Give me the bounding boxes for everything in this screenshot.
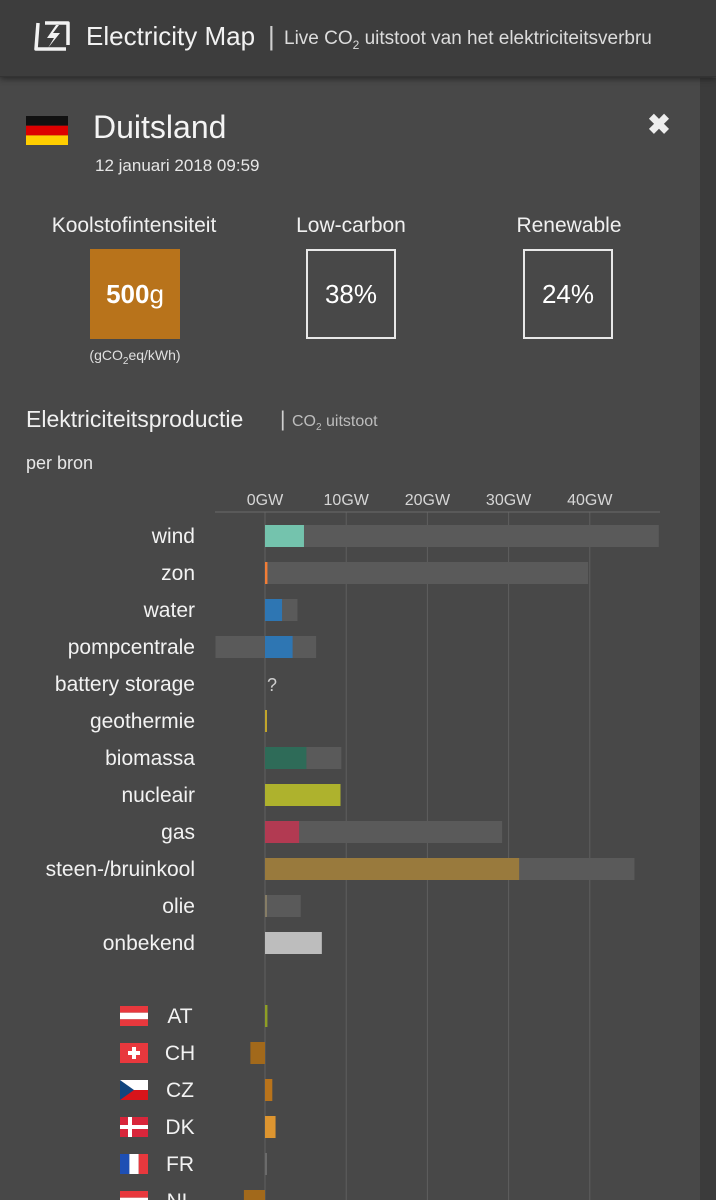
axis-tick-label: 30GW — [486, 492, 532, 509]
germany-flag-icon — [26, 116, 68, 145]
capacity-bar — [265, 525, 659, 547]
at-flag-icon — [120, 1006, 148, 1026]
axis-tick-label: 40GW — [567, 492, 613, 509]
capacity-bar — [265, 821, 503, 843]
source-label: battery storage — [55, 673, 195, 696]
source-label: zon — [161, 562, 195, 585]
production-bar[interactable] — [265, 525, 304, 547]
close-icon[interactable]: ✖ — [647, 109, 671, 140]
axis-tick-label: 10GW — [324, 492, 370, 509]
axis-tick-label: 0GW — [247, 492, 284, 509]
capacity-bar — [265, 562, 589, 584]
low-carbon-value: 38% — [306, 249, 396, 339]
source-label: onbekend — [103, 932, 195, 955]
carbon-intensity-unit: (gCO2eq/kWh) — [89, 347, 181, 367]
source-label: nucleair — [121, 784, 195, 807]
source-label: wind — [151, 525, 195, 548]
production-bar[interactable] — [265, 932, 322, 954]
dk-flag-icon — [120, 1117, 148, 1137]
axis-tick-label: 20GW — [405, 492, 451, 509]
production-bar[interactable] — [265, 562, 268, 584]
source-label: geothermie — [90, 710, 195, 733]
production-title: Elektriciteitsproductie — [26, 406, 244, 432]
exchange-bar[interactable] — [250, 1042, 265, 1064]
map-edge — [700, 78, 716, 1200]
exchange-label: NL — [167, 1190, 194, 1200]
source-label: pompcentrale — [68, 636, 195, 659]
production-bar[interactable] — [265, 747, 307, 769]
production-bar[interactable] — [265, 784, 341, 806]
source-label: water — [143, 599, 195, 622]
production-separator: | — [280, 408, 286, 431]
exchange-label: FR — [166, 1153, 194, 1176]
country-name: Duitsland — [93, 109, 227, 145]
nl-flag-icon — [120, 1191, 148, 1200]
header-tagline: Live CO2 uitstoot van het elektriciteits… — [284, 28, 652, 52]
exchange-label: AT — [167, 1005, 192, 1028]
electricity-map-logo-icon[interactable] — [32, 19, 72, 53]
capacity-bar — [265, 895, 301, 917]
panel-datetime: 12 januari 2018 09:59 — [95, 156, 260, 175]
carbon-intensity-suffix: g — [149, 279, 164, 309]
production-bar[interactable] — [265, 821, 300, 843]
exchange-label: CZ — [166, 1079, 194, 1102]
co2-emissions-toggle[interactable]: CO2 uitstoot — [292, 413, 378, 434]
exchange-bar[interactable] — [265, 1005, 268, 1027]
carbon-intensity-box: 500g — [90, 249, 180, 339]
exchange-label: CH — [165, 1042, 195, 1065]
production-bar[interactable] — [265, 858, 520, 880]
exchange-bar[interactable] — [265, 1116, 276, 1138]
renewable-value: 24% — [523, 249, 613, 339]
exchange-label: DK — [165, 1116, 194, 1139]
source-label: steen-/bruinkool — [46, 858, 195, 881]
source-label: biomassa — [105, 747, 195, 770]
top-header: Electricity Map | Live CO2 uitstoot van … — [0, 0, 716, 77]
low-carbon-title: Low-carbon — [296, 214, 406, 237]
source-label: gas — [161, 821, 195, 844]
production-bar[interactable] — [265, 895, 267, 917]
header-separator: | — [268, 21, 275, 51]
exchange-bar[interactable] — [243, 1190, 265, 1200]
production-subtitle: per bron — [26, 453, 94, 473]
production-bar[interactable] — [265, 710, 267, 732]
source-label: olie — [162, 895, 195, 918]
production-bar[interactable] — [265, 599, 283, 621]
carbon-intensity-value: 500 — [106, 279, 150, 309]
app-title[interactable]: Electricity Map — [86, 21, 256, 51]
exchange-bar[interactable] — [265, 1153, 267, 1175]
missing-value-label: ? — [267, 675, 277, 695]
production-bar[interactable] — [265, 636, 293, 658]
renewable-title: Renewable — [516, 214, 622, 237]
cz-flag-icon — [120, 1080, 148, 1100]
ch-flag-icon — [120, 1043, 148, 1063]
carbon-intensity-title: Koolstofintensiteit — [51, 214, 217, 237]
fr-flag-icon — [120, 1154, 148, 1174]
exchange-bar[interactable] — [265, 1079, 273, 1101]
